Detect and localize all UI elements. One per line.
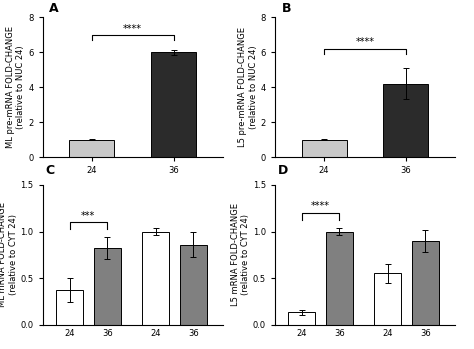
Bar xyxy=(56,290,83,325)
Bar xyxy=(180,245,207,325)
Y-axis label: ML pre-mRNA FOLD-CHANGE
(relative to NUC 24): ML pre-mRNA FOLD-CHANGE (relative to NUC… xyxy=(6,26,26,148)
Bar xyxy=(412,241,439,325)
Bar xyxy=(301,140,346,157)
Bar xyxy=(142,231,169,325)
Text: ***: *** xyxy=(81,211,95,221)
Bar xyxy=(326,231,353,325)
Text: ****: **** xyxy=(123,23,142,34)
Text: ****: **** xyxy=(356,37,374,47)
Text: A: A xyxy=(49,2,59,15)
Bar xyxy=(69,140,114,157)
Text: ****: **** xyxy=(311,201,330,211)
Bar xyxy=(94,248,120,325)
Text: C: C xyxy=(46,164,55,177)
Bar xyxy=(374,273,401,325)
Bar xyxy=(288,312,315,325)
Bar xyxy=(151,52,196,157)
Y-axis label: L5 mRNA FOLD-CHANGE
(relative to CYT 24): L5 mRNA FOLD-CHANGE (relative to CYT 24) xyxy=(230,203,250,306)
Text: B: B xyxy=(282,2,291,15)
Y-axis label: L5 pre-mRNA FOLD-CHANGE
(relative to NUC 24): L5 pre-mRNA FOLD-CHANGE (relative to NUC… xyxy=(238,27,258,147)
Bar xyxy=(383,84,428,157)
Text: D: D xyxy=(278,164,288,177)
Y-axis label: ML mRNA FOLD-CHANGE
(relative to CYT 24): ML mRNA FOLD-CHANGE (relative to CYT 24) xyxy=(0,202,18,307)
